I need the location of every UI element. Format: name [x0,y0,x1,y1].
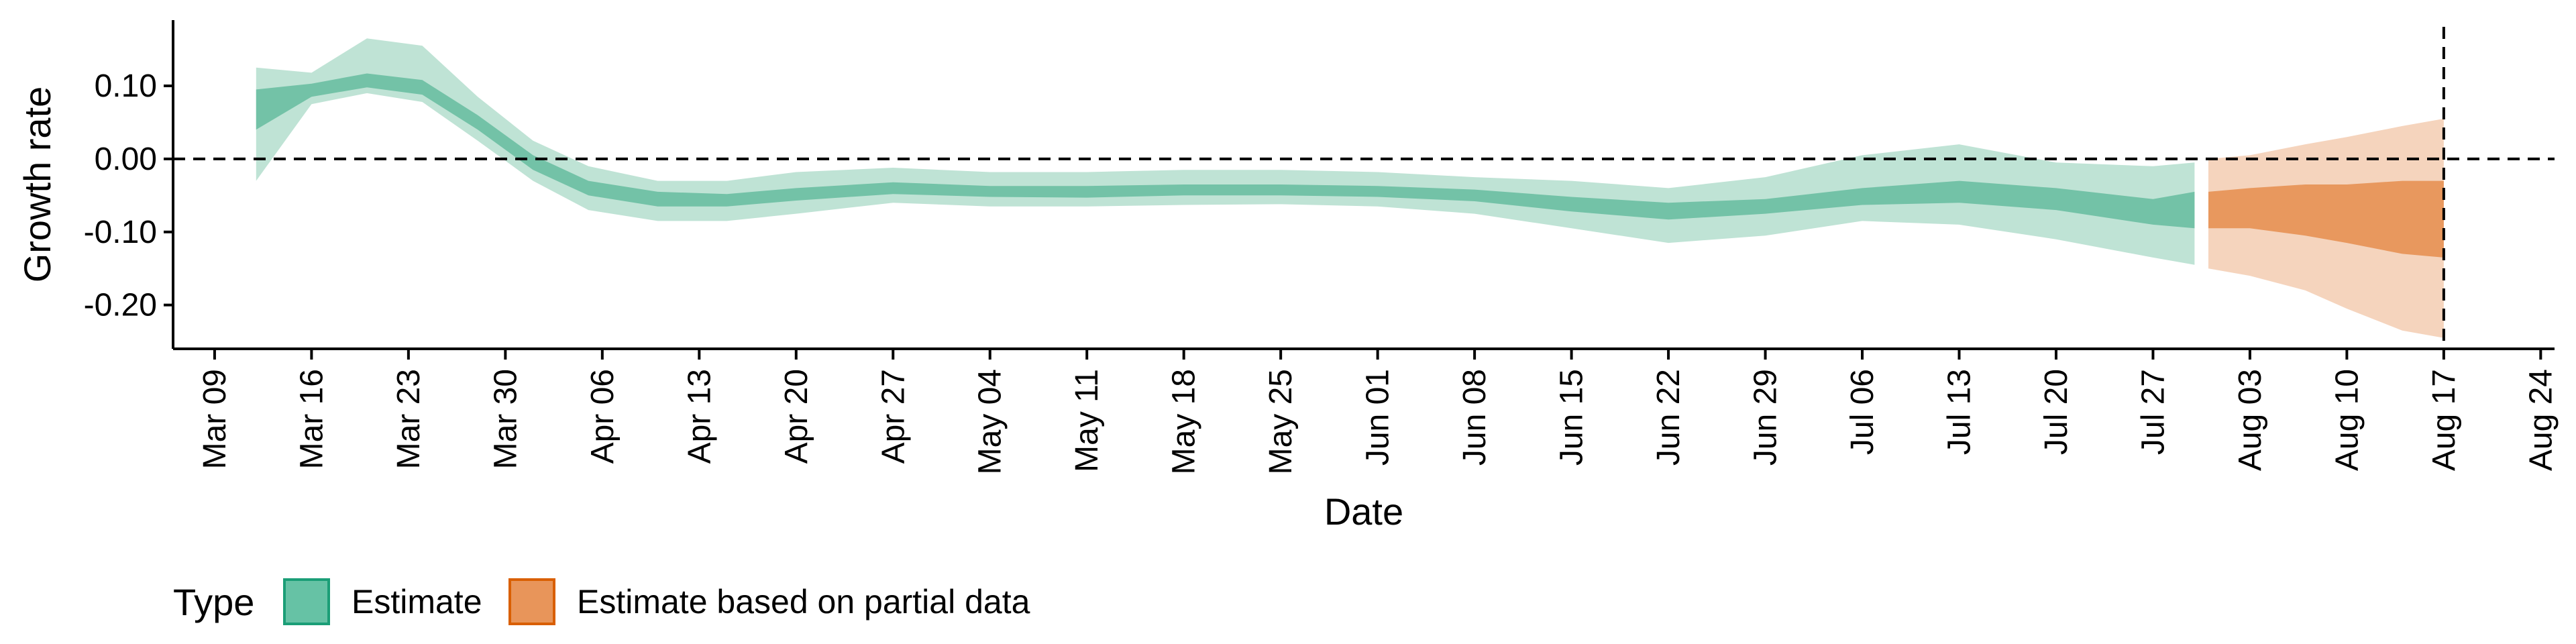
x-tick-label: Jul 27 [2135,369,2171,455]
legend-label-estimate: Estimate [352,583,482,621]
x-tick-label: Apr 13 [682,369,717,464]
reference-lines [173,27,2555,349]
x-axis-ticks: Mar 09 Mar 16 Mar 23 Mar 30 Apr 06 Apr 13 Apr … [197,349,2559,474]
series-0-outer-band [256,38,2195,265]
legend-swatch-partial [508,578,555,625]
x-tick-label: Jun 29 [1748,369,1784,466]
x-axis-title: Date [1324,490,1403,533]
x-tick-label: Aug 03 [2233,369,2268,471]
plot-area [173,27,2555,349]
y-tick-label: -0.20 [84,288,157,323]
y-axis-title: Growth rate [16,87,58,283]
y-tick-label: -0.10 [84,215,157,250]
x-tick-label: May 04 [973,369,1008,474]
y-tick-label: 0.00 [95,142,157,177]
series-1-inner-band [2208,180,2444,258]
legend: Type Estimate Estimate based on partial … [173,578,1030,625]
x-tick-label: Apr 20 [779,369,814,464]
y-tick-label: 0.10 [95,68,157,104]
x-tick-label: Jun 08 [1457,369,1493,466]
y-axis-ticks: 0.10 0.00 -0.10 -0.20 [84,68,173,323]
axes: 0.100.00-0.10-0.20 Mar 09 Mar 16 Mar 23 Mar… [84,20,2559,474]
ribbon-layer [256,38,2444,338]
x-tick-label: Aug 17 [2426,369,2462,471]
x-tick-label: Aug 10 [2329,369,2365,471]
legend-label-partial: Estimate based on partial data [577,583,1030,621]
x-tick-label: Apr 06 [585,369,621,464]
x-tick-label: Mar 09 [197,369,233,469]
x-tick-label: Jul 20 [2039,369,2074,455]
legend-swatch-estimate [283,578,330,625]
x-tick-label: Mar 30 [488,369,523,469]
x-tick-label: May 11 [1069,369,1105,472]
x-tick-label: May 25 [1263,369,1299,474]
x-tick-label: Jun 01 [1360,369,1396,466]
x-tick-label: Jun 15 [1554,369,1590,466]
x-tick-label: Mar 16 [294,369,329,469]
x-tick-label: May 18 [1167,369,1202,474]
legend-title: Type [173,581,254,623]
x-tick-label: Jul 06 [1845,369,1880,455]
x-tick-label: Apr 27 [875,369,911,464]
x-tick-label: Jun 22 [1651,369,1686,466]
x-tick-label: Jul 13 [1942,369,1978,455]
x-tick-label: Mar 23 [391,369,427,469]
x-tick-label: Aug 24 [2523,369,2559,471]
